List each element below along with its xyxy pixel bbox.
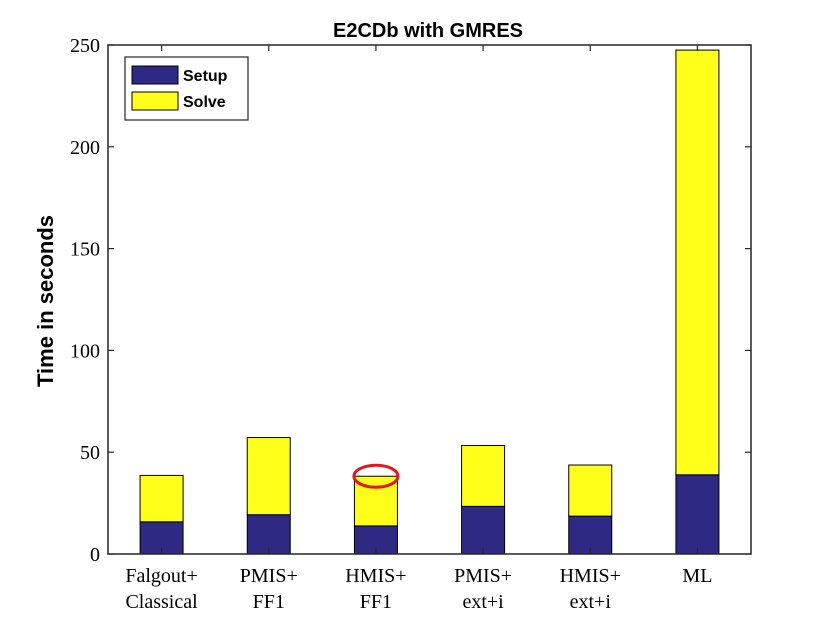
bars-group — [139, 49, 720, 555]
y-tick-label: 150 — [70, 239, 100, 261]
x-tick-label: FF1 — [360, 591, 392, 613]
x-tick-label: Falgout+ — [125, 565, 197, 587]
y-tick-label: 50 — [80, 442, 100, 464]
x-tick-label: ext+i — [570, 591, 612, 613]
legend-swatch-solve — [131, 91, 179, 111]
bar-solve-0 — [139, 474, 184, 523]
bar-solve-3 — [461, 444, 506, 507]
bar-setup-5 — [675, 474, 720, 555]
axes-group: 0 50 100 150 200 250 Falgout+ Classical PMIS+ FF1… — [70, 35, 752, 613]
y-tick-label: 250 — [70, 35, 100, 57]
y-tick-label: 100 — [70, 340, 100, 362]
chart-title: E2CDb with GMRES — [333, 20, 523, 42]
legend: Setup Solve — [124, 56, 249, 121]
y-tick-label: 0 — [90, 544, 100, 566]
x-tick-label: Classical — [125, 591, 198, 613]
highlight-ellipse — [352, 463, 400, 489]
x-tick-label: HMIS+ — [345, 565, 406, 587]
x-tick-label: FF1 — [253, 591, 285, 613]
plot-frame — [107, 44, 752, 555]
bar-solve-1 — [246, 437, 291, 516]
legend-swatch-setup — [131, 65, 179, 85]
annotation-group — [352, 463, 400, 489]
x-tick-label: ext+i — [462, 591, 504, 613]
x-tick-label: PMIS+ — [240, 565, 298, 587]
bar-setup-3 — [461, 505, 506, 555]
x-tick-label: ML — [682, 565, 712, 587]
bar-solve-4 — [568, 464, 613, 517]
y-axis-label: Time in seconds — [33, 215, 58, 387]
legend-label-setup: Setup — [183, 68, 228, 85]
bar-solve-5 — [675, 49, 720, 476]
legend-label-solve: Solve — [183, 94, 226, 111]
y-tick-label: 200 — [70, 137, 100, 159]
x-tick-label: PMIS+ — [454, 565, 512, 587]
x-tick-label: HMIS+ — [560, 565, 621, 587]
bar-setup-1 — [246, 514, 291, 555]
